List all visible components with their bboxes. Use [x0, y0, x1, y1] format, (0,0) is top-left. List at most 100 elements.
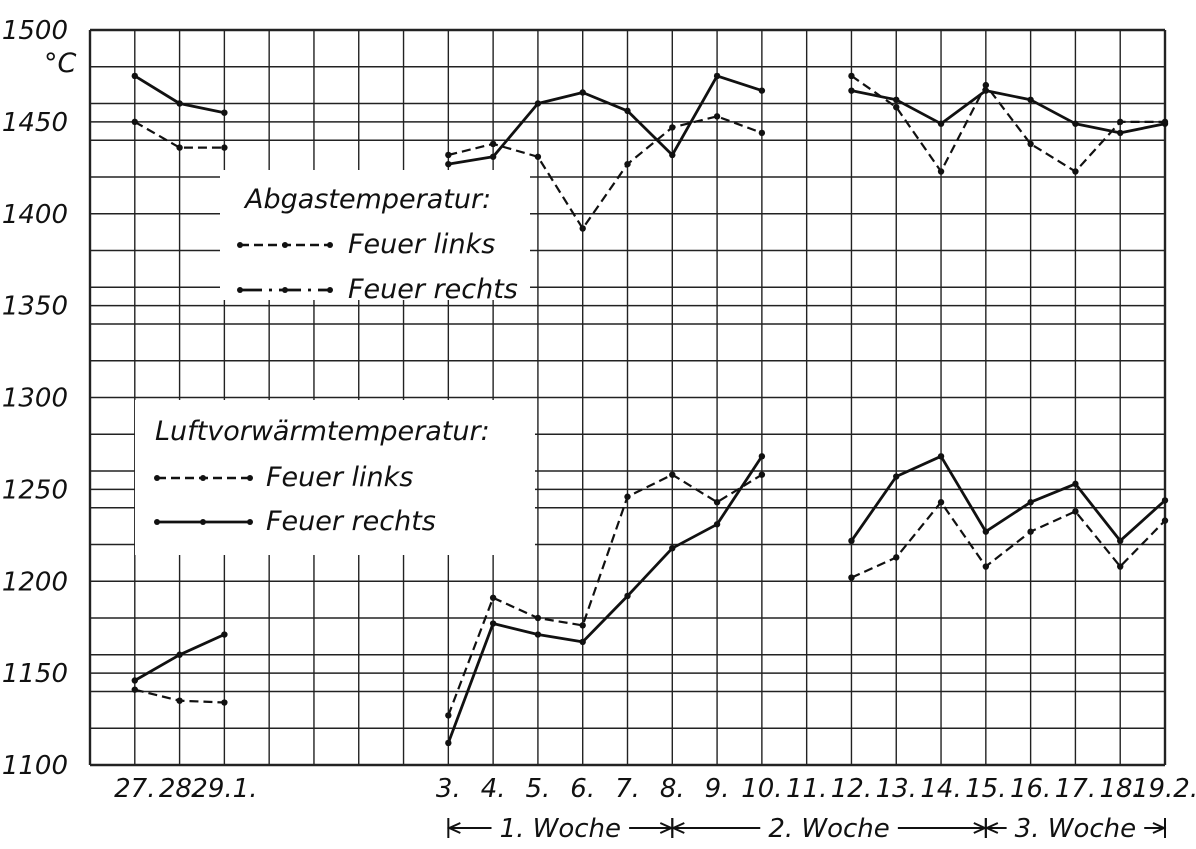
series-line	[851, 89, 1166, 135]
x-tick-label: 29.1.	[191, 774, 257, 804]
data-point	[176, 100, 183, 107]
data-point	[489, 140, 497, 148]
x-tick-label: 27.	[114, 774, 155, 804]
data-point	[713, 113, 721, 120]
data-point	[131, 118, 138, 126]
data-point	[669, 124, 676, 131]
x-tick-label: 14.	[920, 774, 961, 804]
week-label: 1. Woche	[500, 814, 621, 844]
x-tick-label: 28.	[159, 774, 200, 804]
x-tick-label: 16.	[1010, 774, 1051, 804]
data-point	[624, 160, 631, 168]
data-point	[848, 574, 855, 581]
legend-a-rechts-dot	[237, 287, 243, 293]
data-point	[713, 521, 721, 528]
data-point	[1027, 96, 1034, 104]
data-point	[937, 120, 945, 127]
data-point	[579, 225, 586, 232]
y-tick-label: 1100	[2, 751, 68, 781]
legend-b-title: Luftvorwärmtemperatur:	[155, 416, 490, 447]
data-point	[445, 712, 452, 719]
data-point	[176, 697, 183, 704]
data-point	[489, 594, 497, 601]
y-unit-label: °C	[44, 48, 77, 79]
data-point	[579, 622, 586, 629]
data-point	[848, 537, 855, 545]
legend-b-links-dot	[154, 475, 160, 481]
data-point	[713, 499, 721, 506]
x-tick-label: 15.	[965, 774, 1006, 804]
data-point	[758, 87, 766, 94]
legend-b-rechts-dot	[247, 519, 253, 525]
legend-a-rechts-dot	[327, 287, 333, 293]
legend-a-rechts-label: Feuer rechts	[348, 274, 518, 305]
week-arrow-head	[670, 822, 685, 834]
data-point	[1072, 168, 1079, 175]
data-point	[445, 151, 452, 159]
series-line	[134, 120, 225, 149]
legend-a-title: Abgastemperatur:	[243, 184, 491, 215]
data-point	[1072, 480, 1079, 488]
data-point	[176, 651, 183, 658]
data-point	[893, 103, 900, 111]
week-annotations: 1. Woche 2. Woche 3. Woche	[446, 814, 1167, 844]
data-point	[758, 453, 766, 460]
data-point	[1161, 517, 1169, 524]
week-label: 2. Woche	[768, 814, 889, 844]
x-tick-label: 4.	[481, 774, 506, 804]
legend-b-links-dot	[200, 475, 206, 481]
data-point	[131, 72, 138, 80]
y-tick-label: 1300	[2, 384, 68, 414]
legend-a-rechts-dot	[282, 287, 288, 293]
data-point	[669, 151, 676, 159]
data-point	[624, 493, 631, 500]
data-point	[1072, 120, 1079, 127]
data-point	[669, 544, 676, 552]
legend-abgastemperatur: Abgastemperatur: Feuer links Feuer recht…	[220, 170, 530, 305]
data-point	[624, 592, 631, 600]
series-line	[448, 74, 763, 166]
legend-b-rechts-dot	[200, 519, 206, 525]
series-line	[447, 473, 763, 716]
x-tick-label: 5.	[526, 774, 551, 804]
x-tick-label: 18.	[1100, 774, 1141, 804]
series-line	[851, 501, 1166, 579]
data-point	[982, 528, 990, 535]
data-point	[534, 100, 542, 107]
data-point	[1117, 537, 1124, 545]
y-tick-label: 1350	[2, 292, 68, 322]
data-point	[624, 107, 631, 115]
legend-a-links-dot	[282, 242, 288, 248]
y-tick-label: 1150	[2, 659, 68, 689]
series-line	[850, 454, 1166, 543]
data-point	[893, 96, 900, 104]
data-point	[579, 638, 586, 646]
week-arrow-head	[1152, 822, 1167, 834]
series-line	[446, 455, 764, 744]
x-tick-label: 17.	[1055, 774, 1096, 804]
legend-b-links-dot	[247, 475, 253, 481]
data-point	[176, 144, 183, 151]
y-tick-label: 1500	[2, 16, 68, 46]
data-point	[1027, 140, 1034, 148]
data-point	[937, 499, 945, 506]
legend-b-links-label: Feuer links	[266, 462, 413, 493]
data-point	[445, 160, 452, 168]
data-point	[221, 631, 228, 638]
data-point	[937, 453, 945, 460]
data-point	[937, 168, 945, 175]
data-point	[982, 87, 990, 94]
y-tick-label: 1450	[2, 108, 68, 138]
data-point	[534, 614, 542, 622]
series-line	[448, 115, 763, 230]
data-point	[713, 72, 721, 80]
data-point	[1161, 120, 1169, 127]
y-tick-label: 1400	[2, 200, 68, 230]
x-tick-label: 9.	[705, 774, 730, 804]
data-point	[669, 471, 676, 478]
data-point	[1117, 129, 1124, 137]
data-point	[489, 620, 497, 627]
data-point	[131, 686, 138, 693]
x-tick-label: 13.	[876, 774, 917, 804]
